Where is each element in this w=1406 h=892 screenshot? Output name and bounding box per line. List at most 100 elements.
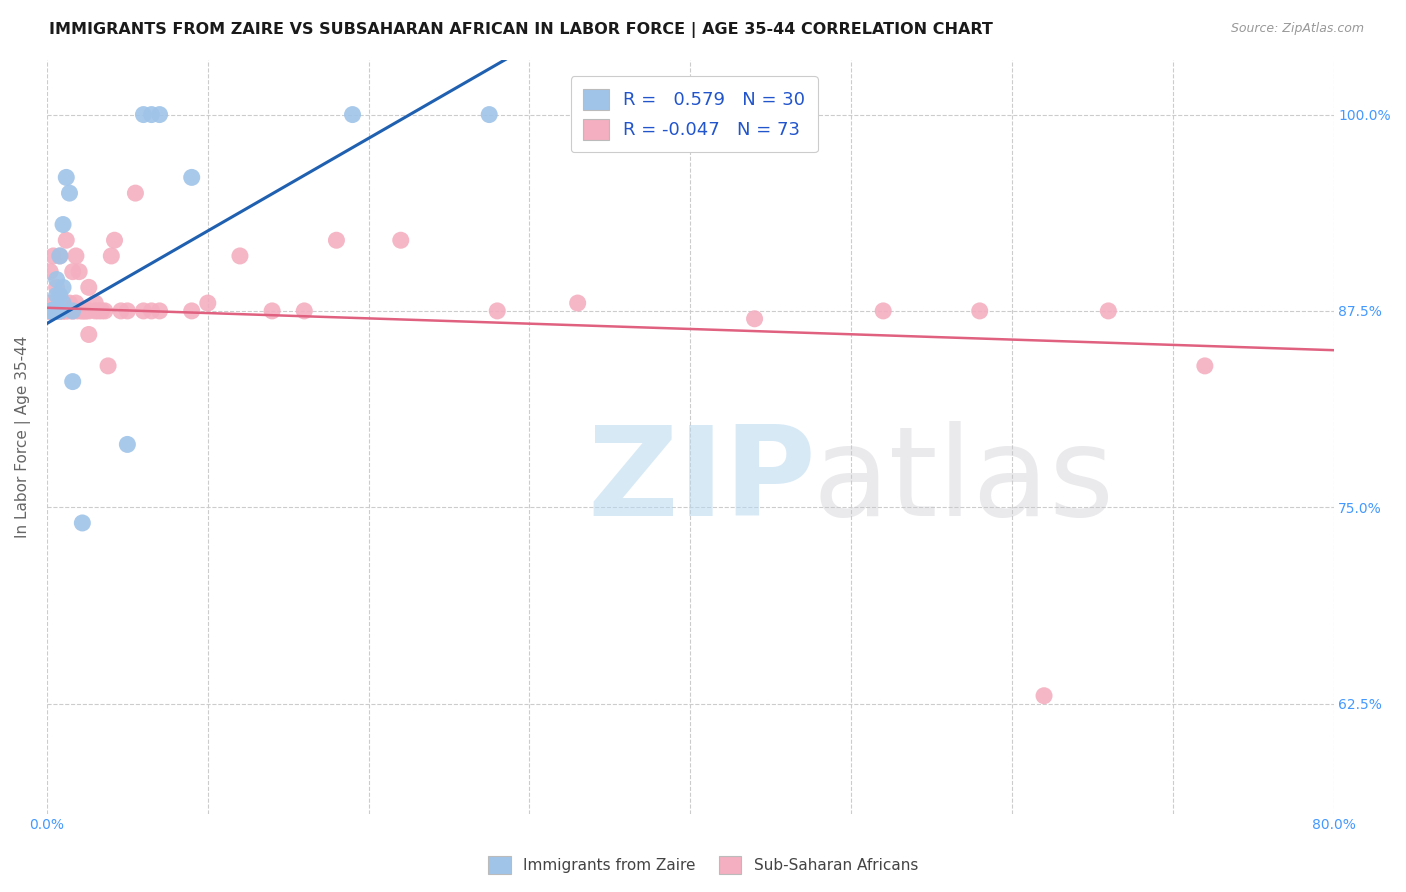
Point: [124, 186, 146, 200]
Point: [94, 304, 117, 318]
Point: [49, 304, 72, 318]
Point: [41, 304, 63, 318]
Point: [49, 304, 72, 318]
Point: [62, 304, 84, 318]
Y-axis label: In Labor Force | Age 35-44: In Labor Force | Age 35-44: [15, 335, 31, 538]
Point: [49, 304, 72, 318]
Point: [45, 304, 67, 318]
Point: [77, 304, 100, 318]
Point: [100, 249, 122, 263]
Point: [872, 304, 894, 318]
Point: [342, 107, 364, 121]
Point: [45, 288, 67, 302]
Point: [679, 107, 702, 121]
Point: [117, 304, 139, 318]
Point: [132, 304, 155, 318]
Point: [141, 107, 163, 121]
Point: [49, 249, 72, 263]
Point: [41, 304, 63, 318]
Point: [62, 265, 84, 279]
Point: [39, 304, 62, 318]
Point: [84, 296, 107, 310]
Legend: Immigrants from Zaire, Sub-Saharan Africans: Immigrants from Zaire, Sub-Saharan Afric…: [482, 850, 924, 880]
Point: [55, 304, 77, 318]
Point: [52, 304, 75, 318]
Point: [180, 170, 202, 185]
Point: [110, 304, 132, 318]
Point: [49, 304, 72, 318]
Point: [62, 304, 84, 318]
Point: [49, 304, 72, 318]
Text: IMMIGRANTS FROM ZAIRE VS SUBSAHARAN AFRICAN IN LABOR FORCE | AGE 35-44 CORRELATI: IMMIGRANTS FROM ZAIRE VS SUBSAHARAN AFRI…: [49, 22, 993, 38]
Point: [41, 304, 63, 318]
Point: [72, 304, 94, 318]
Point: [49, 288, 72, 302]
Point: [148, 304, 170, 318]
Point: [39, 296, 62, 310]
Point: [45, 280, 67, 294]
Point: [478, 107, 501, 121]
Point: [39, 265, 62, 279]
Point: [75, 304, 97, 318]
Text: atlas: atlas: [813, 421, 1115, 542]
Point: [55, 170, 77, 185]
Text: Source: ZipAtlas.com: Source: ZipAtlas.com: [1230, 22, 1364, 36]
Point: [39, 304, 62, 318]
Point: [62, 375, 84, 389]
Point: [77, 327, 100, 342]
Point: [52, 218, 75, 232]
Point: [65, 249, 87, 263]
Point: [52, 296, 75, 310]
Point: [62, 304, 84, 318]
Point: [262, 304, 284, 318]
Point: [325, 233, 347, 247]
Point: [39, 304, 62, 318]
Point: [969, 304, 991, 318]
Point: [55, 233, 77, 247]
Point: [75, 304, 97, 318]
Point: [148, 107, 170, 121]
Point: [180, 304, 202, 318]
Point: [117, 437, 139, 451]
Point: [45, 304, 67, 318]
Legend: R =   0.579   N = 30, R = -0.047   N = 73: R = 0.579 N = 30, R = -0.047 N = 73: [571, 76, 818, 153]
Point: [67, 304, 90, 318]
Point: [744, 311, 766, 326]
Point: [58, 186, 80, 200]
Point: [67, 265, 90, 279]
Point: [389, 233, 412, 247]
Point: [39, 304, 62, 318]
Point: [45, 304, 67, 318]
Point: [45, 272, 67, 286]
Point: [97, 359, 120, 373]
Point: [55, 304, 77, 318]
Point: [87, 304, 110, 318]
Point: [49, 304, 72, 318]
Point: [41, 304, 63, 318]
Point: [1097, 304, 1119, 318]
Point: [132, 107, 155, 121]
Text: ZIP: ZIP: [588, 421, 815, 542]
Point: [49, 249, 72, 263]
Point: [1033, 689, 1056, 703]
Point: [42, 304, 65, 318]
Point: [229, 249, 252, 263]
Point: [84, 304, 107, 318]
Point: [45, 304, 67, 318]
Point: [58, 304, 80, 318]
Point: [292, 304, 315, 318]
Point: [45, 304, 67, 318]
Point: [1194, 359, 1216, 373]
Point: [72, 304, 94, 318]
Point: [39, 304, 62, 318]
Point: [90, 304, 112, 318]
Point: [58, 296, 80, 310]
Point: [141, 304, 163, 318]
Point: [52, 304, 75, 318]
Point: [45, 304, 67, 318]
Point: [52, 280, 75, 294]
Point: [567, 296, 589, 310]
Point: [45, 304, 67, 318]
Point: [197, 296, 219, 310]
Point: [42, 304, 65, 318]
